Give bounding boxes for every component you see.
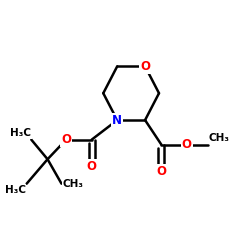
Text: CH₃: CH₃ bbox=[63, 179, 84, 189]
Text: O: O bbox=[182, 138, 192, 151]
Text: O: O bbox=[87, 160, 97, 173]
Text: CH₃: CH₃ bbox=[209, 133, 230, 143]
Text: O: O bbox=[156, 165, 166, 178]
Text: O: O bbox=[61, 133, 71, 146]
Text: H₃C: H₃C bbox=[4, 185, 25, 195]
Text: O: O bbox=[140, 60, 150, 73]
Text: N: N bbox=[112, 114, 122, 126]
Text: H₃C: H₃C bbox=[10, 128, 31, 138]
